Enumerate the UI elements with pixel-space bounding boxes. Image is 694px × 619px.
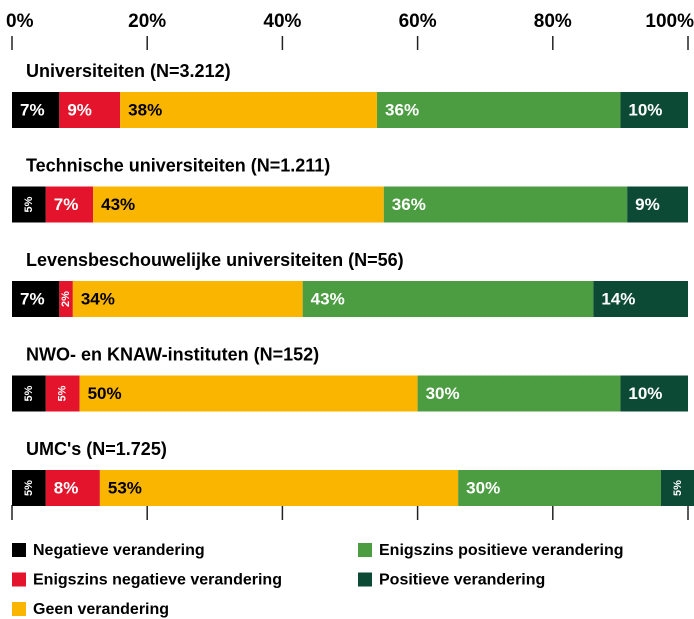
value-label: 5% <box>23 385 35 401</box>
value-label: 30% <box>426 384 460 403</box>
legend-label: Enigszins positieve verandering <box>379 542 624 559</box>
bar-segment <box>12 470 46 506</box>
value-label: 38% <box>128 100 162 119</box>
x-tick-label: 0% <box>6 11 34 32</box>
value-label: 36% <box>385 100 419 119</box>
value-label: 43% <box>101 195 135 214</box>
value-label: 10% <box>628 100 662 119</box>
bar-segment <box>99 470 459 506</box>
bar-segment <box>12 375 46 412</box>
bar-segment <box>45 186 94 223</box>
bar-segment <box>93 186 384 223</box>
value-label: 5% <box>23 196 35 212</box>
value-label: 14% <box>601 289 635 308</box>
value-label: 5% <box>672 480 684 496</box>
bar-segment <box>417 375 621 412</box>
category-label: UMC's (N=1.725) <box>26 439 167 459</box>
x-tick-label: 40% <box>263 11 301 32</box>
x-tick-label: 100% <box>645 11 694 32</box>
bar-segment <box>620 92 688 128</box>
legend-swatch <box>12 543 26 557</box>
bar-segment <box>12 281 60 317</box>
value-label: 10% <box>628 384 662 403</box>
value-label: 36% <box>392 195 426 214</box>
value-label: 7% <box>54 195 79 214</box>
bar-segment <box>620 375 688 412</box>
legend-swatch <box>12 602 26 616</box>
bar-segment <box>593 281 688 317</box>
x-tick-label: 60% <box>399 11 437 32</box>
value-label: 9% <box>635 195 660 214</box>
bar-segment <box>45 470 100 506</box>
value-label: 50% <box>88 384 122 403</box>
value-label: 7% <box>20 289 45 308</box>
value-label: 5% <box>23 480 35 496</box>
x-tick-label: 20% <box>128 11 166 32</box>
value-label: 2% <box>60 291 72 307</box>
bar-segment <box>12 92 60 128</box>
legend-swatch <box>358 543 372 557</box>
value-label: 34% <box>81 289 115 308</box>
x-tick-label: 80% <box>534 11 572 32</box>
value-label: 43% <box>311 289 345 308</box>
bar-segment <box>120 92 378 128</box>
value-label: 53% <box>108 478 142 497</box>
value-label: 7% <box>20 100 45 119</box>
bar-segment <box>79 375 418 412</box>
bar-segment <box>660 470 694 506</box>
bar-segment <box>12 186 46 223</box>
value-label: 5% <box>57 385 69 401</box>
bar-segment <box>45 375 80 412</box>
bar-segment <box>458 470 661 506</box>
legend-swatch <box>12 572 26 587</box>
legend-label: Enigszins negatieve verandering <box>33 572 282 589</box>
bar-segment <box>72 281 303 317</box>
category-label: Technische universiteiten (N=1.211) <box>26 155 330 175</box>
category-label: Levensbeschouwelijke universiteiten (N=5… <box>26 250 404 270</box>
legend-swatch <box>358 572 372 587</box>
bar-segment <box>59 281 73 317</box>
bar-segment <box>377 92 621 128</box>
category-label: Universiteiten (N=3.212) <box>26 61 231 81</box>
value-label: 30% <box>466 478 500 497</box>
legend-label: Positieve verandering <box>379 572 545 589</box>
bar-segment <box>383 186 628 223</box>
bar-segment <box>59 92 121 128</box>
bar-segment <box>302 281 594 317</box>
value-label: 9% <box>67 100 92 119</box>
category-label: NWO- en KNAW-instituten (N=152) <box>26 344 319 364</box>
legend-label: Negatieve verandering <box>33 542 205 559</box>
bar-segment <box>627 186 688 223</box>
value-label: 8% <box>54 478 79 497</box>
legend-label: Geen verandering <box>33 601 169 618</box>
